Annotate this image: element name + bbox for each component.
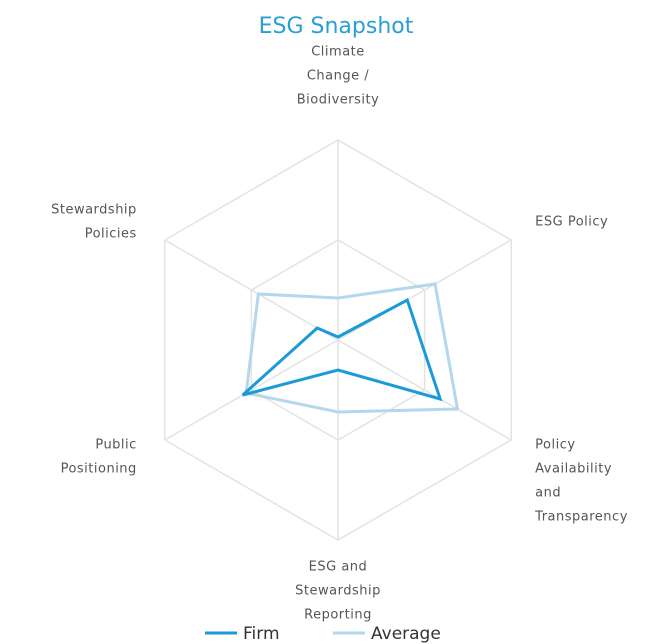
axis-label: ESG and — [309, 560, 368, 575]
axis-label: and — [535, 486, 561, 501]
axis-label: Stewardship — [295, 584, 381, 599]
axis-line — [164, 239, 339, 341]
legend-label: Average — [371, 624, 441, 644]
axis-label: Public — [95, 438, 136, 453]
series-line — [241, 297, 443, 402]
axis-label: Climate — [311, 45, 365, 60]
axis-label: Stewardship — [51, 203, 137, 218]
chart-title: ESG Snapshot — [259, 14, 414, 39]
series-line — [244, 282, 460, 414]
axis-line — [337, 239, 512, 341]
axis-line — [337, 339, 512, 441]
axis-label: Policy — [535, 438, 575, 453]
axis-label: Policies — [85, 227, 137, 242]
axis-line — [164, 339, 339, 441]
axis-label: Reporting — [304, 608, 372, 623]
axis-label: Transparency — [534, 510, 628, 525]
axis-label: Biodiversity — [297, 93, 380, 108]
legend-label: Firm — [243, 624, 280, 644]
axis-label: Positioning — [61, 462, 137, 477]
axis-label: Availability — [535, 462, 612, 477]
axis-label: Change / — [307, 69, 369, 84]
axis-label: ESG Policy — [535, 215, 608, 230]
